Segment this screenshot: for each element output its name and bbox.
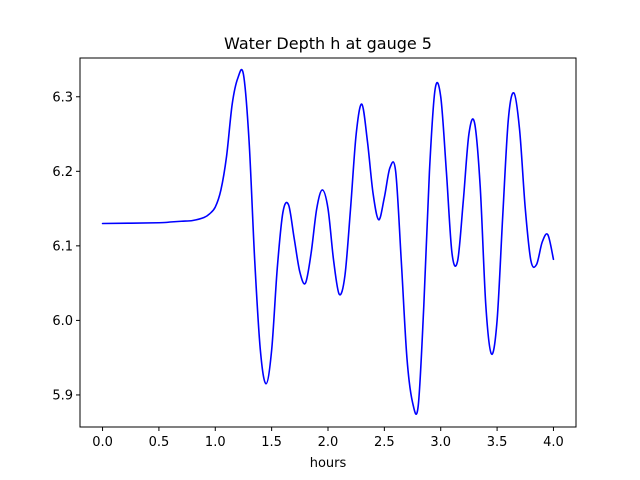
x-tick-label: 2.0 (318, 435, 339, 450)
plot-frame (79, 57, 577, 428)
y-tick-label: 6.0 (52, 314, 73, 329)
y-axis-ticks: 5.9 6.0 6.1 6.2 6.3 (52, 90, 80, 403)
x-axis-ticks: 0.0 0.5 1.0 1.5 2.0 2.5 3.0 3.5 4.0 (92, 427, 564, 450)
x-tick-label: 3.5 (487, 435, 508, 450)
x-tick-label: 0.0 (92, 435, 113, 450)
y-tick-label: 5.9 (52, 388, 73, 403)
y-tick-label: 6.3 (52, 90, 73, 105)
x-tick-label: 0.5 (149, 435, 170, 450)
y-tick-label: 6.2 (52, 165, 73, 180)
x-tick-label: 3.0 (430, 435, 451, 450)
chart-title: Water Depth h at gauge 5 (224, 34, 432, 53)
x-tick-label: 4.0 (543, 435, 564, 450)
x-axis-label: hours (310, 456, 347, 471)
water-depth-line (101, 68, 555, 415)
x-tick-label: 1.0 (205, 435, 226, 450)
y-tick-label: 6.1 (52, 239, 73, 254)
plot-area (80, 58, 576, 427)
x-tick-label: 2.5 (374, 435, 395, 450)
x-tick-label: 1.5 (261, 435, 282, 450)
